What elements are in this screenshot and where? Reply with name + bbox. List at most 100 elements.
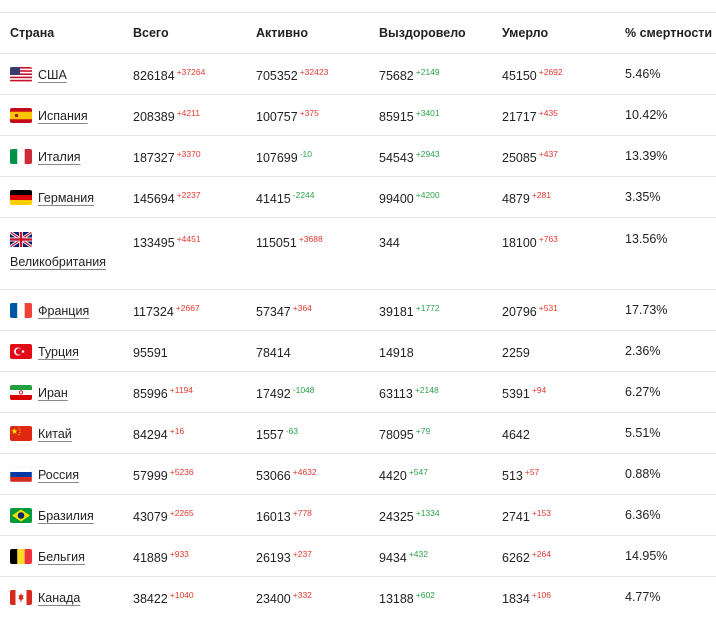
flag-usa-icon: [10, 67, 32, 82]
country-link[interactable]: Иран: [38, 386, 68, 400]
table-header-row: Страна Всего Активно Выздоровело Умерло …: [0, 13, 716, 54]
total-value: 38422: [133, 592, 168, 606]
recovered-cell: 24325+1334: [369, 495, 492, 536]
total-value: 95591: [133, 346, 168, 360]
country-cell: Бельгия: [0, 536, 123, 577]
mortality-cell: 3.35%: [615, 177, 716, 218]
total-cell: 43079+2265: [123, 495, 246, 536]
recovered-cell: 13188+602: [369, 577, 492, 617]
active-delta: -63: [286, 426, 298, 436]
country-cell: Россия: [0, 454, 123, 495]
deaths-value: 20796: [502, 305, 537, 319]
mortality-cell: 2.36%: [615, 331, 716, 372]
mortality-value: 0.88%: [625, 467, 660, 481]
recovered-value: 85915: [379, 110, 414, 124]
recovered-delta: +2148: [415, 385, 439, 395]
active-cell: 100757+375: [246, 95, 369, 136]
deaths-delta: +106: [532, 590, 551, 600]
flag-uk-icon: [10, 232, 32, 247]
deaths-cell: 25085+437: [492, 136, 615, 177]
country-link[interactable]: Китай: [38, 427, 72, 441]
recovered-delta: +3401: [416, 108, 440, 118]
active-delta: +332: [293, 590, 312, 600]
total-value: 208389: [133, 110, 175, 124]
header-country: Страна: [0, 13, 123, 54]
deaths-value: 4642: [502, 428, 530, 442]
flag-spain-icon: [10, 108, 32, 123]
mortality-value: 13.56%: [625, 232, 667, 246]
deaths-value: 25085: [502, 151, 537, 165]
active-cell: 78414: [246, 331, 369, 372]
total-cell: 57999+5236: [123, 454, 246, 495]
total-cell: 208389+4211: [123, 95, 246, 136]
deaths-cell: 1834+106: [492, 577, 615, 617]
country-link[interactable]: Канада: [38, 591, 80, 605]
mortality-value: 13.39%: [625, 149, 667, 163]
total-delta: +2265: [170, 508, 194, 518]
active-value: 100757: [256, 110, 298, 124]
active-cell: 107699-10: [246, 136, 369, 177]
deaths-cell: 45150+2692: [492, 54, 615, 95]
mortality-value: 5.46%: [625, 67, 660, 81]
active-cell: 23400+332: [246, 577, 369, 617]
recovered-cell: 85915+3401: [369, 95, 492, 136]
total-value: 117324: [133, 305, 174, 319]
country-link[interactable]: Франция: [38, 304, 89, 318]
active-value: 107699: [256, 151, 298, 165]
country-link[interactable]: Германия: [38, 191, 94, 205]
recovered-cell: 78095+79: [369, 413, 492, 454]
mortality-value: 14.95%: [625, 549, 667, 563]
active-cell: 41415-2244: [246, 177, 369, 218]
total-cell: 826184+37264: [123, 54, 246, 95]
deaths-value: 18100: [502, 236, 537, 250]
deaths-delta: +437: [539, 149, 558, 159]
country-link[interactable]: Испания: [38, 109, 88, 123]
country-link[interactable]: США: [38, 68, 67, 82]
country-cell: Великобритания: [0, 218, 123, 290]
active-cell: 53066+4632: [246, 454, 369, 495]
recovered-cell: 99400+4200: [369, 177, 492, 218]
country-cell: США: [0, 54, 123, 95]
covid-stats-table: Страна Всего Активно Выздоровело Умерло …: [0, 12, 716, 617]
recovered-delta: +2149: [416, 67, 440, 77]
deaths-cell: 4642: [492, 413, 615, 454]
deaths-delta: +531: [539, 303, 558, 313]
country-link[interactable]: Бельгия: [38, 550, 85, 564]
country-link[interactable]: Италия: [38, 150, 81, 164]
mortality-cell: 4.77%: [615, 577, 716, 617]
recovered-cell: 63113+2148: [369, 372, 492, 413]
mortality-value: 2.36%: [625, 344, 660, 358]
header-mortality: % смертности: [615, 13, 716, 54]
deaths-value: 45150: [502, 69, 537, 83]
mortality-value: 6.27%: [625, 385, 660, 399]
recovered-value: 344: [379, 236, 400, 250]
country-link[interactable]: Россия: [38, 468, 79, 482]
mortality-cell: 6.36%: [615, 495, 716, 536]
recovered-value: 9434: [379, 551, 407, 565]
mortality-cell: 13.56%: [615, 218, 716, 290]
recovered-value: 13188: [379, 592, 414, 606]
deaths-cell: 18100+763: [492, 218, 615, 290]
country-link[interactable]: Турция: [38, 345, 79, 359]
total-value: 84294: [133, 428, 168, 442]
country-link[interactable]: Бразилия: [38, 509, 94, 523]
mortality-value: 4.77%: [625, 590, 660, 604]
mortality-cell: 10.42%: [615, 95, 716, 136]
total-cell: 38422+1040: [123, 577, 246, 617]
recovered-value: 14918: [379, 346, 414, 360]
deaths-delta: +2692: [539, 67, 563, 77]
active-cell: 17492-1048: [246, 372, 369, 413]
country-cell: Иран: [0, 372, 123, 413]
active-cell: 115051+3688: [246, 218, 369, 290]
recovered-value: 4420: [379, 469, 407, 483]
country-link[interactable]: Великобритания: [10, 252, 123, 272]
active-delta: +32423: [300, 67, 329, 77]
deaths-cell: 21717+435: [492, 95, 615, 136]
recovered-delta: +1334: [416, 508, 440, 518]
